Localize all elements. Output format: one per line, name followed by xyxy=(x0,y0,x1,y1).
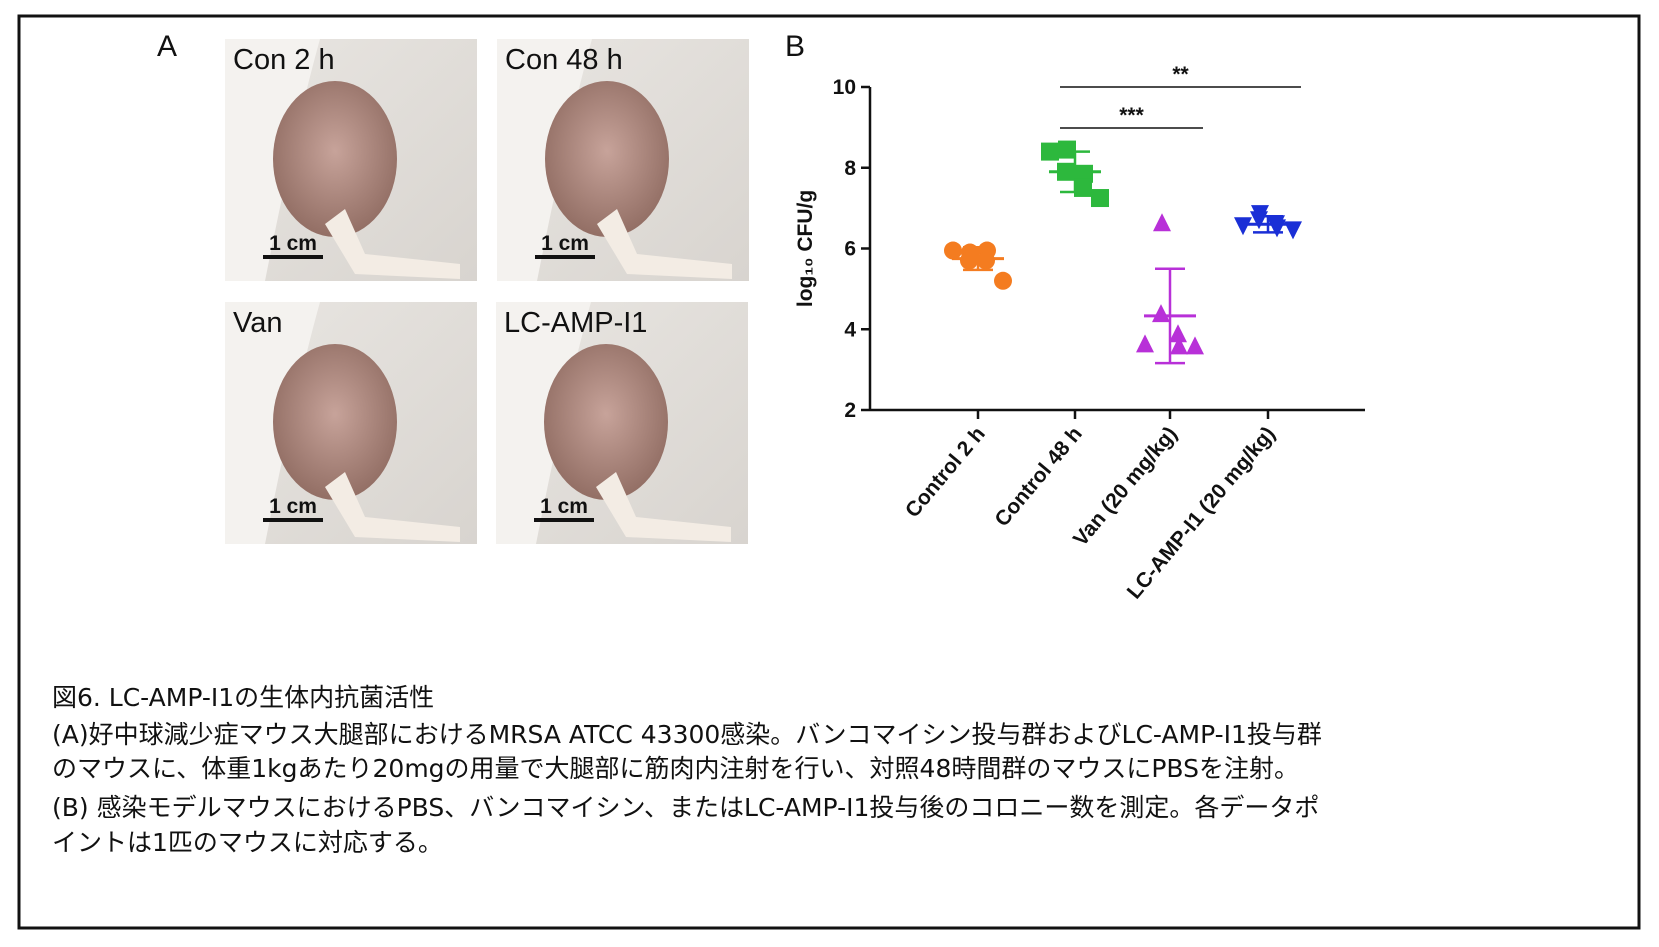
caption-line: のマウスに、体重1kgあたり20mgの用量で大腿部に筋肉内注射を行い、対照48時… xyxy=(52,754,1299,783)
data-point xyxy=(1152,304,1170,323)
leg xyxy=(596,472,731,542)
thigh xyxy=(544,344,668,500)
photo: Con 2 h 1 cm xyxy=(225,39,477,281)
significance-label: *** xyxy=(1119,104,1144,127)
photo: Con 48 h 1 cm xyxy=(497,39,749,281)
photo-label: Van xyxy=(233,307,282,339)
data-point xyxy=(1153,213,1171,232)
data-point xyxy=(977,251,995,270)
caption-line: (B) 感染モデルマウスにおけるPBS、バンコマイシン、またはLC-AMP-I1… xyxy=(52,793,1319,822)
scale-bar-label: 1 cm xyxy=(269,495,317,518)
data-point xyxy=(1170,336,1188,355)
thigh xyxy=(273,81,397,237)
data-point xyxy=(1250,211,1268,230)
data-point xyxy=(1058,140,1076,159)
y-axis-label: log₁₀ CFU/g xyxy=(794,190,817,307)
data-point xyxy=(1075,164,1093,183)
y-tick-label: 4 xyxy=(844,318,856,341)
data-point xyxy=(1169,324,1187,343)
data-point xyxy=(1074,178,1092,197)
y-tick-label: 10 xyxy=(833,76,856,99)
data-point xyxy=(944,241,962,260)
data-point xyxy=(1057,162,1075,181)
caption-line: 図6. LC-AMP-I1の生体内抗菌活性 xyxy=(52,683,434,712)
thigh xyxy=(273,344,397,500)
photo-grid: Con 2 h 1 cm Con 48 h 1 cm Van 1 cm LC-AMP-I1 1… xyxy=(225,39,749,544)
caption-line: (A)好中球減少症マウス大腿部におけるMRSA ATCC 43300感染。バンコ… xyxy=(52,720,1322,749)
photo-label: Con 2 h xyxy=(233,44,335,76)
data-point xyxy=(1091,189,1109,208)
y-tick-label: 8 xyxy=(844,157,856,180)
data-point xyxy=(960,251,978,270)
data-point xyxy=(1284,221,1302,240)
scale-bar-label: 1 cm xyxy=(269,232,317,255)
data-point xyxy=(1136,334,1154,353)
y-tick-label: 2 xyxy=(844,399,856,422)
data-point xyxy=(1186,336,1204,355)
photo: LC-AMP-I1 1 cm xyxy=(496,302,748,544)
panel-label: B xyxy=(785,30,805,63)
caption-line: イントは1匹のマウスに対応する。 xyxy=(52,828,443,857)
scale-bar-label: 1 cm xyxy=(540,495,588,518)
leg xyxy=(597,209,732,279)
data-point xyxy=(994,271,1012,290)
thigh xyxy=(545,81,669,237)
data-point xyxy=(1041,142,1059,161)
y-tick-label: 6 xyxy=(844,238,856,261)
photo: Van 1 cm xyxy=(225,302,477,544)
data-point xyxy=(1267,215,1285,234)
photo-label: LC-AMP-I1 xyxy=(504,307,647,339)
panel-label: A xyxy=(157,30,177,63)
photo-label: Con 48 h xyxy=(505,44,623,76)
leg xyxy=(325,472,460,542)
leg xyxy=(325,209,460,279)
caption: 図6. LC-AMP-I1の生体内抗菌活性 (A)好中球減少症マウス大腿部における… xyxy=(52,683,1322,857)
data-point xyxy=(1234,217,1252,236)
scale-bar-label: 1 cm xyxy=(541,232,589,255)
significance-label: ** xyxy=(1172,63,1189,86)
